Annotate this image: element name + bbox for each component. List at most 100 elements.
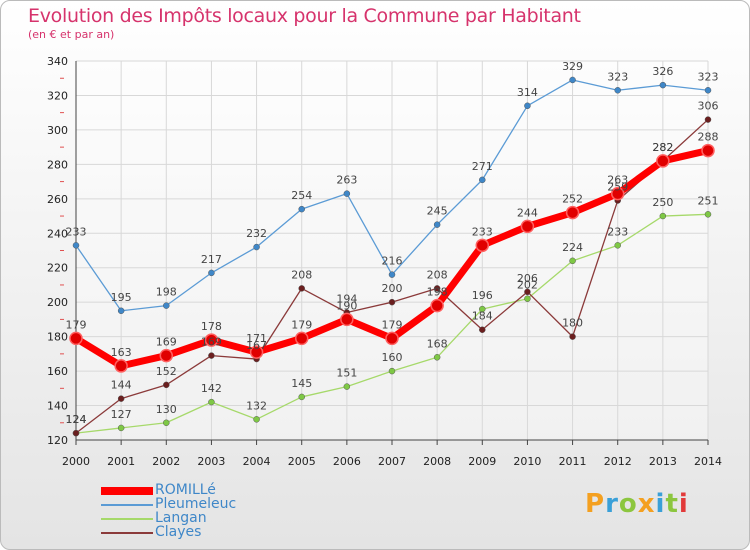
data-label-romill-: 178 [201,320,222,333]
data-label-pleumeleuc: 326 [652,65,673,78]
data-label-pleumeleuc: 323 [607,70,628,83]
data-label-langan: 151 [336,367,357,380]
data-label-langan: 168 [427,337,448,350]
data-point-romill- [69,331,83,346]
data-point-langan [208,398,215,406]
data-label-langan: 224 [562,241,583,254]
data-label-pleumeleuc: 323 [698,70,719,83]
data-point-langan [117,424,125,432]
y-tick-label: 260 [47,193,68,206]
data-point-pleumeleuc [614,87,621,94]
data-point-pleumeleuc [72,242,80,249]
legend-swatch [101,518,153,520]
y-tick-label: 320 [47,89,68,102]
legend-swatch [101,532,153,534]
data-label-langan: 124 [66,413,87,426]
data-label-clayes: 259 [607,181,628,194]
data-label-romill-: 179 [66,318,87,331]
legend-label: Pleumeleuc [155,496,237,512]
data-label-pleumeleuc: 271 [472,160,493,173]
x-tick-label: 2013 [649,455,677,468]
y-tick-label: 280 [47,158,68,171]
data-label-clayes: 184 [472,310,493,323]
data-label-langan: 250 [652,196,673,209]
data-label-clayes: 144 [111,379,132,392]
x-tick-label: 2009 [468,455,496,468]
y-tick-label: 140 [47,400,68,413]
data-label-clayes: 169 [201,336,222,349]
x-tick-label: 2000 [62,455,90,468]
data-point-langan [253,416,260,423]
x-tick-label: 2010 [513,455,541,468]
y-tick-label: 300 [47,124,68,137]
data-point-langan [569,257,576,265]
data-point-clayes [117,395,125,402]
y-tick-label: 120 [47,434,68,447]
data-label-clayes: 206 [517,272,538,285]
proxiti-logo: Proxiti [585,489,689,519]
data-point-clayes [569,333,576,340]
data-point-clayes [704,116,712,123]
data-point-pleumeleuc [479,176,486,184]
data-label-pleumeleuc: 217 [201,253,222,266]
data-label-romill-: 190 [336,299,357,312]
data-label-clayes: 208 [291,268,312,281]
data-point-pleumeleuc [569,76,576,84]
data-label-langan: 127 [111,408,132,421]
data-label-clayes: 180 [562,317,583,330]
data-label-pleumeleuc: 232 [246,227,267,240]
data-label-clayes: 194 [336,293,357,306]
data-point-pleumeleuc [433,221,441,228]
x-tick-label: 2008 [423,455,451,468]
data-label-romill-: 169 [156,336,177,349]
data-point-pleumeleuc [253,243,260,251]
data-label-pleumeleuc: 198 [156,286,177,299]
data-point-clayes [163,381,170,389]
data-point-langan [163,419,170,427]
data-point-pleumeleuc [163,302,170,309]
data-label-pleumeleuc: 245 [427,205,448,218]
data-point-clayes [72,429,80,437]
data-point-langan [298,393,305,401]
data-point-clayes [298,285,305,292]
data-point-romill- [610,186,625,201]
data-label-langan: 196 [472,289,493,302]
data-point-langan [614,242,621,249]
data-point-pleumeleuc [298,205,305,213]
data-label-pleumeleuc: 195 [111,291,132,304]
data-label-langan: 132 [246,399,267,412]
legend-swatch [101,487,153,495]
x-tick-label: 2004 [243,455,271,468]
data-label-pleumeleuc: 314 [517,86,538,99]
data-label-romill-: 198 [427,286,448,299]
data-point-romill- [520,219,535,234]
y-tick-label: 240 [47,227,68,240]
data-point-romill- [159,348,174,363]
x-tick-label: 2002 [152,455,180,468]
data-point-romill- [701,143,715,158]
data-label-romill-: 244 [517,206,538,219]
data-label-clayes: 124 [66,413,87,426]
data-point-langan [343,383,351,390]
data-label-pleumeleuc: 233 [66,225,87,238]
y-tick-label: 200 [47,296,68,309]
data-label-clayes: 152 [156,365,177,378]
data-point-langan [388,367,396,375]
x-tick-label: 2001 [107,455,135,468]
data-label-romill-: 288 [698,131,719,144]
data-label-pleumeleuc: 263 [336,174,357,187]
data-point-pleumeleuc [343,190,351,197]
data-label-clayes: 282 [652,141,673,154]
data-label-romill-: 171 [246,332,267,345]
data-point-langan [524,295,531,302]
data-point-clayes [524,288,531,296]
data-label-clayes: 167 [246,339,267,352]
data-label-clayes: 208 [427,268,448,281]
data-point-clayes [433,285,441,292]
data-label-langan: 251 [698,194,719,207]
data-label-romill-: 233 [472,225,493,238]
data-point-romill- [204,333,219,347]
x-tick-label: 2005 [288,455,316,468]
